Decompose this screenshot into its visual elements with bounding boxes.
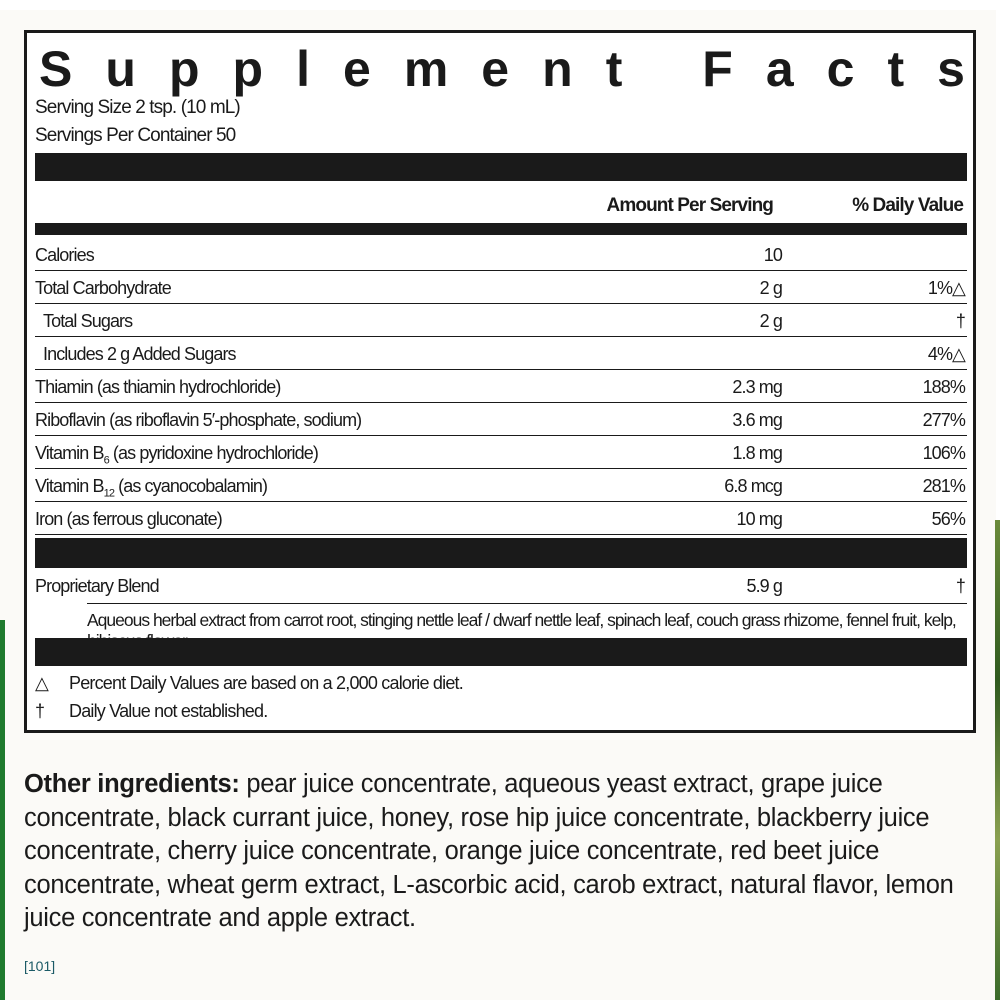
nutrient-amount: 1.8 mg bbox=[732, 443, 783, 463]
nutrient-amount: 2 g bbox=[759, 311, 783, 331]
nutrient-amount: 3.6 mg bbox=[732, 410, 783, 430]
nutrient-name: Iron (as ferrous gluconate) bbox=[35, 509, 223, 529]
nutrient-row: Iron (as ferrous gluconate) 10 mg 56% bbox=[35, 501, 967, 535]
nutrient-row: Total Sugars 2 g † bbox=[35, 303, 967, 337]
nutrient-amount: 10 bbox=[763, 245, 783, 265]
nutrient-name-part: Vitamin B bbox=[35, 443, 105, 463]
nutrient-subscript: 12 bbox=[103, 487, 115, 500]
nutrient-name: Riboflavin (as riboflavin 5′-phosphate, … bbox=[35, 410, 362, 430]
title-letter: e bbox=[342, 41, 371, 97]
dv-header: % Daily Value bbox=[852, 195, 964, 216]
blend-amount: 5.9 g bbox=[746, 576, 782, 596]
nutrient-name-part: (as pyridoxine hydrochloride) bbox=[108, 443, 319, 463]
title-letter: S bbox=[39, 41, 73, 97]
title-letter: e bbox=[481, 41, 510, 97]
nutrient-name: Thiamin (as thiamin hydrochloride) bbox=[35, 377, 281, 397]
divider-bar bbox=[35, 153, 967, 181]
nutrient-name: Total Carbohydrate bbox=[35, 278, 172, 298]
nutrient-row: Vitamin B6 (as pyridoxine hydrochloride)… bbox=[35, 435, 967, 469]
package-edge-left bbox=[0, 620, 5, 1000]
title-letter: p bbox=[168, 41, 200, 97]
blend-dv: † bbox=[955, 576, 966, 596]
nutrient-name: Vitamin B12 (as cyanocobalamin) bbox=[35, 476, 268, 500]
divider-bar bbox=[35, 223, 967, 235]
nutrient-amount: 2.3 mg bbox=[732, 377, 783, 397]
footnote-symbol: † bbox=[35, 701, 45, 721]
nutrient-amount: 10 mg bbox=[736, 509, 782, 529]
nutrient-row: Vitamin B12 (as cyanocobalamin) 6.8 mcg 28… bbox=[35, 468, 967, 502]
blend-row: Proprietary Blend 5.9 g † bbox=[35, 568, 967, 601]
nutrient-dv: 1%△ bbox=[927, 278, 966, 298]
nutrient-dv: † bbox=[955, 311, 966, 331]
divider-bar bbox=[35, 538, 967, 568]
nutrient-subscript: 6 bbox=[103, 454, 110, 467]
title-letter: c bbox=[826, 41, 855, 97]
nutrient-row: Riboflavin (as riboflavin 5′-phosphate, … bbox=[35, 402, 967, 436]
title-letter: u bbox=[105, 41, 136, 97]
title-letter: p bbox=[232, 41, 264, 97]
title-letter: l bbox=[296, 41, 310, 97]
nutrient-name: Vitamin B6 (as pyridoxine hydrochloride) bbox=[35, 443, 319, 467]
other-ingredients-label: Other ingredients: bbox=[24, 770, 240, 798]
package-edge-right bbox=[995, 520, 1000, 1000]
title-letter bbox=[655, 41, 669, 97]
nutrient-amount: 2 g bbox=[759, 278, 783, 298]
nutrient-row: Thiamin (as thiamin hydrochloride) 2.3 mg… bbox=[35, 369, 967, 403]
nutrient-row: Includes 2 g Added Sugars 4%△ bbox=[35, 336, 967, 370]
divider-bar bbox=[35, 638, 967, 666]
nutrient-name: Includes 2 g Added Sugars bbox=[43, 344, 237, 364]
other-ingredients: Other ingredients: pear juice concentrat… bbox=[24, 768, 974, 936]
footnote-text: Daily Value not established. bbox=[69, 701, 268, 721]
servings-per-container: Servings Per Container 50 bbox=[35, 125, 236, 146]
footnote-symbol: △ bbox=[35, 673, 49, 693]
blend-name: Proprietary Blend bbox=[35, 576, 160, 596]
nutrient-dv: 188% bbox=[922, 377, 966, 397]
title-letter: F bbox=[702, 41, 733, 97]
footnote: △ Percent Daily Values are based on a 2,0… bbox=[35, 673, 464, 694]
nutrient-row: Total Carbohydrate 2 g 1%△ bbox=[35, 270, 967, 304]
footnote: † Daily Value not established. bbox=[35, 701, 268, 722]
nutrient-row: Calories 10 bbox=[35, 237, 967, 271]
nutrient-amount: 6.8 mcg bbox=[724, 476, 783, 496]
nutrient-dv: 4%△ bbox=[927, 344, 966, 364]
serving-size: Serving Size 2 tsp. (10 mL) bbox=[35, 97, 241, 118]
other-ingredients-text: pear juice concentrate, aqueous yeast ex… bbox=[24, 770, 954, 932]
nutrient-name: Total Sugars bbox=[43, 311, 133, 331]
nutrient-dv: 281% bbox=[922, 476, 966, 496]
nutrient-name-part: Vitamin B bbox=[35, 476, 105, 496]
title-letter: n bbox=[542, 41, 573, 97]
nutrient-dv: 106% bbox=[922, 443, 966, 463]
nutrient-name-part: (as cyanocobalamin) bbox=[114, 476, 268, 496]
nutrient-dv: 277% bbox=[922, 410, 966, 430]
title-letter: t bbox=[605, 41, 623, 97]
product-code: [101] bbox=[24, 958, 56, 974]
title-letter: a bbox=[765, 41, 794, 97]
nutrient-name: Calories bbox=[35, 245, 95, 265]
amount-header: Amount Per Serving bbox=[606, 195, 774, 216]
title-letter: m bbox=[403, 41, 449, 97]
nutrient-dv: 56% bbox=[931, 509, 966, 529]
footnote-text: Percent Daily Values are based on a 2,00… bbox=[69, 673, 464, 693]
title-letter: s bbox=[937, 41, 965, 97]
title-letter: t bbox=[887, 41, 905, 97]
